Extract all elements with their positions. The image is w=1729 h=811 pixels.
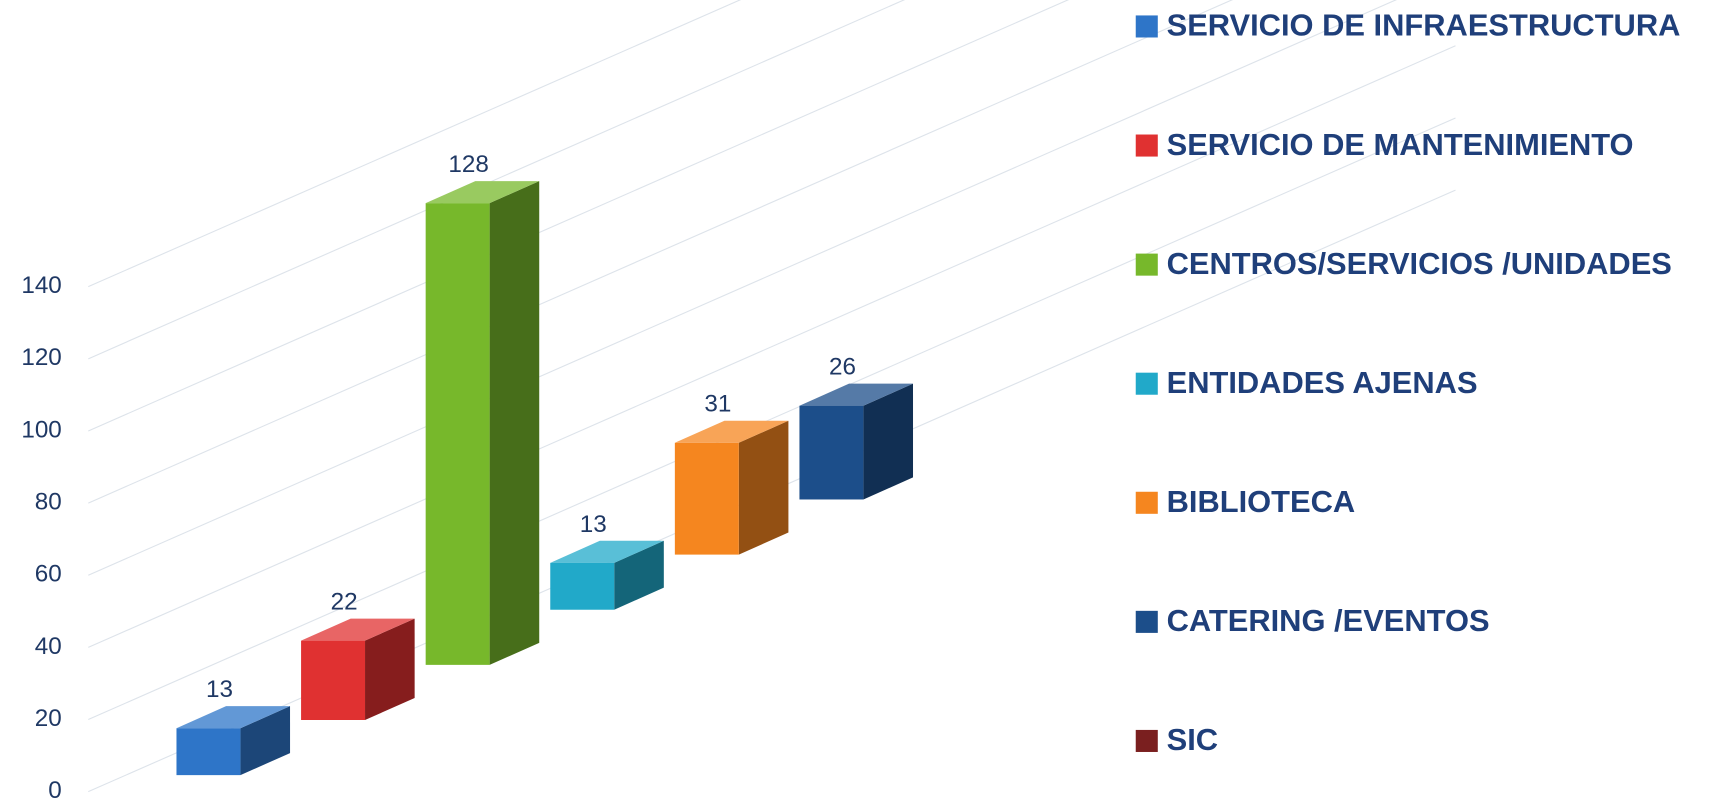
bar-side [365,618,415,720]
bar-top [799,383,914,406]
legend-label: SERVICIO DE INFRAESTRUCTURA [1167,8,1681,43]
grid: 0 20 40 60 80 100 120 140 [21,0,1456,804]
grid-line [88,117,1456,721]
legend-label: SERVICIO DE MANTENIMIENTO [1167,127,1634,162]
bar-side [489,181,540,665]
value-label: 22 [331,589,358,616]
bar-top [301,618,415,641]
grid-line [88,45,1456,648]
y-tick-label: 80 [35,489,62,516]
legend-label: CENTROS/SERVICIOS /UNIDADES [1167,246,1672,281]
legend-label: SIC [1167,722,1218,757]
y-tick-label: 20 [35,705,62,732]
bar-top [550,540,664,563]
bar [799,405,864,500]
bar [550,562,615,610]
legend-swatch [1135,491,1158,514]
y-tick-label: 100 [21,416,61,443]
y-tick-label: 120 [21,344,61,371]
value-label: 13 [580,511,607,538]
bar-top [425,181,540,204]
value-label: 128 [448,151,488,178]
y-tick-label: 140 [21,272,61,299]
bar-top [674,420,789,443]
legend: SERVICIO DE INFRAESTRUCTURA SERVICIO DE M… [1135,8,1681,757]
value-label: 13 [206,676,233,703]
bar [301,640,366,720]
bar [176,728,241,776]
legend-swatch [1135,134,1158,157]
bar-side [240,706,291,776]
grid-line [88,0,742,288]
bar [674,442,739,555]
legend-swatch [1135,729,1158,752]
legend-label: CATERING /EVENTOS [1167,603,1490,638]
value-label: 26 [829,354,856,381]
legend-label: ENTIDADES AJENAS [1167,365,1478,400]
bar-top [176,706,291,729]
y-tick-label: 60 [35,561,62,588]
legend-swatch [1135,253,1158,276]
grid-line [88,0,1070,432]
value-label: 31 [704,391,731,418]
bars: 13 22 128 13 31 26 [176,151,914,776]
bar-side [738,420,789,555]
grid-line [88,0,1398,576]
legend-swatch [1135,610,1158,633]
grid-line [88,0,1234,504]
legend-label: BIBLIOTECA [1167,484,1356,519]
grid-line [88,0,906,360]
bar-side [863,383,914,500]
bar-side [614,540,664,610]
bar [425,203,490,665]
y-tick-label: 40 [35,633,62,660]
legend-swatch [1135,372,1158,395]
legend-swatch [1135,15,1158,38]
y-tick-label: 0 [48,777,62,804]
